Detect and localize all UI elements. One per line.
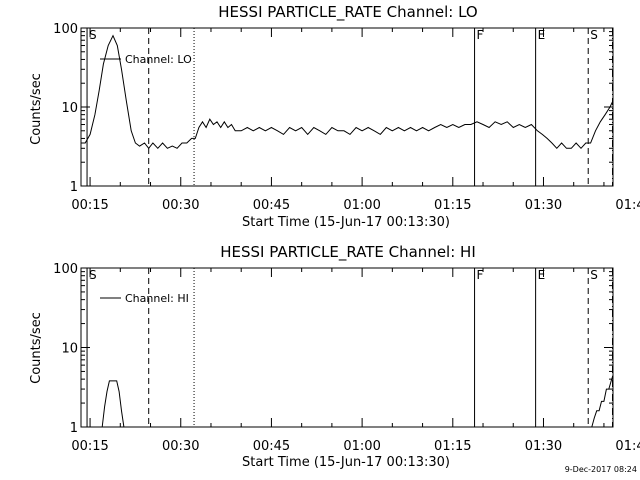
x-tick-label: 00:45 (253, 198, 290, 213)
marker-label: E (538, 268, 546, 282)
y-tick-label: 100 (53, 262, 78, 277)
x-axis-label: Start Time (15-Jun-17 00:13:30) (242, 455, 450, 470)
marker-label: S (590, 28, 598, 42)
plot-timestamp: 9-Dec-2017 08:24 (565, 465, 637, 474)
chart-panel-lo: HESSI PARTICLE_RATE Channel: LO Start Ti… (29, 3, 640, 230)
x-tick-label: 00:45 (253, 439, 290, 454)
x-tick-label: 01:15 (434, 439, 471, 454)
plot-frame (80, 267, 614, 428)
x-tick-label: 01:30 (525, 198, 562, 213)
marker-label: S (89, 28, 97, 42)
plot-frame (80, 27, 614, 187)
x-tick-label: 00:15 (71, 198, 108, 213)
x-tick-label: 01:00 (343, 198, 380, 213)
y-tick-label: 100 (53, 22, 78, 37)
y-axis-label: Counts/sec (29, 312, 44, 384)
series-group (81, 34, 614, 150)
series-line (81, 34, 614, 150)
x-axis-label: Start Time (15-Jun-17 00:13:30) (242, 215, 450, 230)
x-tick-label: 00:15 (71, 439, 108, 454)
x-tick-label: 01:15 (434, 198, 471, 213)
y-axis-label: Counts/sec (29, 73, 44, 145)
marker-label: F (477, 28, 484, 42)
y-tick-label: 10 (61, 342, 78, 357)
marker-label: E (538, 28, 546, 42)
x-tick-label: 01:00 (343, 439, 380, 454)
series-line (591, 338, 614, 428)
series-line (101, 380, 125, 428)
legend-label: Channel: HI (125, 292, 189, 305)
marker-label: F (477, 268, 484, 282)
marker-label: S (89, 268, 97, 282)
y-tick-label: 1 (70, 421, 78, 436)
tick-group: 1 10 100 00:15 00:30 00:45 01:00 01:15 01:30 01:4… (53, 262, 640, 454)
y-tick-label: 10 (61, 101, 78, 116)
x-tick-label: 01:30 (525, 439, 562, 454)
legend-label: Channel: LO (125, 53, 192, 66)
chart-panel-hi: HESSI PARTICLE_RATE Channel: HI Start Ti… (29, 243, 640, 470)
marker-label: S (590, 268, 598, 282)
chart-title: HESSI PARTICLE_RATE Channel: HI (220, 243, 476, 262)
tick-group: 1 10 100 00:15 00:30 00:45 01:00 01:15 01:30 01:4… (53, 22, 640, 213)
x-tick-label: 01:45 (615, 439, 640, 454)
chart-title: HESSI PARTICLE_RATE Channel: LO (218, 3, 477, 22)
series-group (101, 338, 614, 428)
y-tick-label: 1 (70, 180, 78, 195)
x-tick-label: 00:30 (162, 439, 199, 454)
x-tick-label: 01:45 (615, 198, 640, 213)
x-tick-label: 00:30 (162, 198, 199, 213)
